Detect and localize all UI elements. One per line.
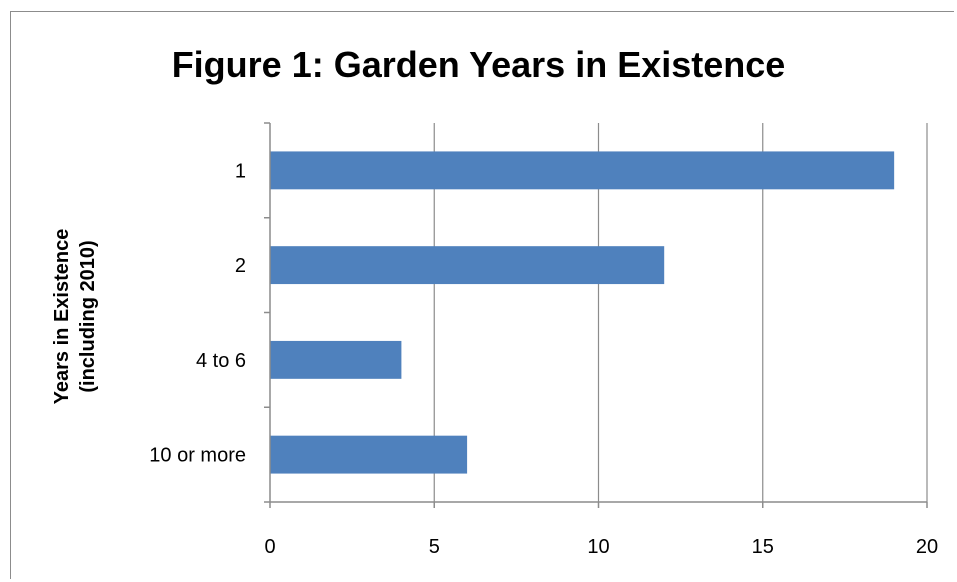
- bar: [270, 340, 402, 379]
- category-label: 4 to 6: [196, 350, 246, 372]
- x-tick-label: 10: [587, 536, 609, 558]
- x-tick-label: 0: [264, 536, 275, 558]
- y-axis-title: Years in Existence (including 2010): [51, 229, 99, 405]
- category-labels: 1 2 4 to 6 10 or more: [149, 160, 246, 466]
- category-label: 1: [235, 160, 246, 182]
- category-label: 2: [235, 255, 246, 277]
- bars: [270, 151, 895, 474]
- category-label: 10 or more: [149, 445, 246, 467]
- chart-area: [10, 11, 954, 579]
- bar: [270, 246, 665, 285]
- x-tick-label: 5: [429, 536, 440, 558]
- y-axis-title-line: (including 2010): [77, 240, 99, 392]
- bar: [270, 151, 895, 190]
- chart-title: Figure 1: Garden Years in Existence: [171, 44, 786, 85]
- axes: [264, 122, 928, 508]
- bar: [270, 435, 468, 474]
- x-tick-label: 20: [916, 536, 938, 558]
- x-tick-label: 15: [752, 536, 774, 558]
- x-tick-labels: 0 5 10 15 20: [264, 536, 938, 558]
- y-axis-title-line: Years in Existence: [51, 229, 73, 405]
